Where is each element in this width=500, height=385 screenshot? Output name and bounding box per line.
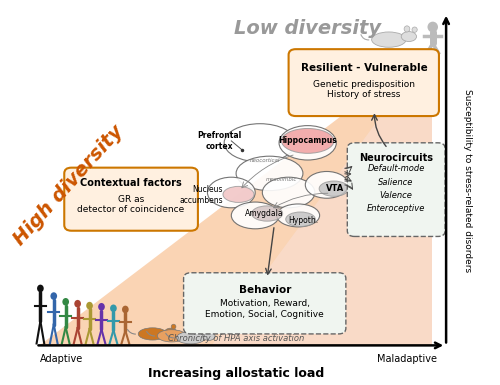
Text: Nucleus
accumbens: Nucleus accumbens	[180, 186, 223, 205]
Text: High diversity: High diversity	[10, 121, 128, 249]
Ellipse shape	[164, 328, 177, 336]
Text: Amygdala: Amygdala	[246, 209, 284, 218]
Ellipse shape	[372, 32, 406, 47]
Ellipse shape	[276, 204, 320, 227]
Ellipse shape	[282, 129, 334, 153]
Text: Hypoth.: Hypoth.	[288, 216, 318, 224]
Text: Motivation, Reward,
Emotion, Social, Cognitive: Motivation, Reward, Emotion, Social, Cog…	[206, 300, 324, 319]
Ellipse shape	[286, 212, 316, 226]
Ellipse shape	[184, 330, 196, 338]
Text: Default-mode
Salience
Valence
Enteroceptive: Default-mode Salience Valence Enterocept…	[367, 164, 425, 213]
Text: Behavior: Behavior	[238, 285, 291, 295]
Text: VTA: VTA	[326, 184, 344, 193]
FancyBboxPatch shape	[288, 49, 439, 116]
Text: Low diversity: Low diversity	[234, 18, 382, 38]
Polygon shape	[212, 47, 432, 345]
Text: Neurocircuits: Neurocircuits	[359, 153, 433, 163]
Text: Adaptive: Adaptive	[40, 354, 84, 364]
Ellipse shape	[50, 292, 57, 300]
Ellipse shape	[404, 26, 410, 32]
Text: neocortical: neocortical	[250, 157, 280, 162]
Text: Chronicity of HPA axis activation: Chronicity of HPA axis activation	[168, 335, 304, 343]
Ellipse shape	[319, 181, 348, 196]
Text: Prefrontal
cortex: Prefrontal cortex	[198, 131, 242, 151]
Ellipse shape	[98, 303, 105, 311]
Ellipse shape	[62, 298, 69, 306]
FancyBboxPatch shape	[348, 143, 445, 236]
Ellipse shape	[110, 305, 117, 312]
Text: Genetic predisposition
History of stress: Genetic predisposition History of stress	[313, 80, 415, 99]
Text: Contextual factors: Contextual factors	[80, 178, 182, 188]
Ellipse shape	[122, 306, 128, 313]
Ellipse shape	[224, 124, 296, 162]
FancyBboxPatch shape	[64, 167, 198, 231]
Ellipse shape	[74, 300, 81, 308]
Ellipse shape	[252, 206, 282, 221]
Text: Increasing allostatic load: Increasing allostatic load	[148, 367, 324, 380]
Ellipse shape	[306, 171, 348, 198]
Ellipse shape	[86, 302, 93, 310]
Ellipse shape	[262, 177, 315, 208]
Ellipse shape	[412, 27, 417, 32]
Ellipse shape	[428, 22, 438, 32]
Text: GR as
detector of coincidence: GR as detector of coincidence	[78, 195, 184, 214]
Polygon shape	[40, 47, 432, 345]
Text: Maladaptive: Maladaptive	[376, 354, 436, 364]
Ellipse shape	[223, 186, 254, 203]
Ellipse shape	[37, 285, 44, 292]
Ellipse shape	[202, 332, 215, 340]
Ellipse shape	[236, 156, 303, 191]
Ellipse shape	[208, 177, 255, 208]
Text: Hippocampus: Hippocampus	[278, 136, 337, 146]
Ellipse shape	[158, 330, 186, 342]
Ellipse shape	[138, 328, 167, 340]
Ellipse shape	[176, 331, 205, 344]
Ellipse shape	[171, 324, 176, 329]
Text: mesolimbic: mesolimbic	[266, 177, 297, 182]
Text: Susceptibility to stress-related disorders: Susceptibility to stress-related disorde…	[463, 89, 472, 273]
Ellipse shape	[190, 326, 195, 331]
FancyBboxPatch shape	[184, 273, 346, 334]
Ellipse shape	[210, 328, 214, 333]
Text: Resilient - Vulnerable: Resilient - Vulnerable	[300, 62, 428, 72]
Ellipse shape	[401, 32, 416, 42]
Ellipse shape	[232, 202, 279, 229]
Ellipse shape	[279, 126, 336, 160]
